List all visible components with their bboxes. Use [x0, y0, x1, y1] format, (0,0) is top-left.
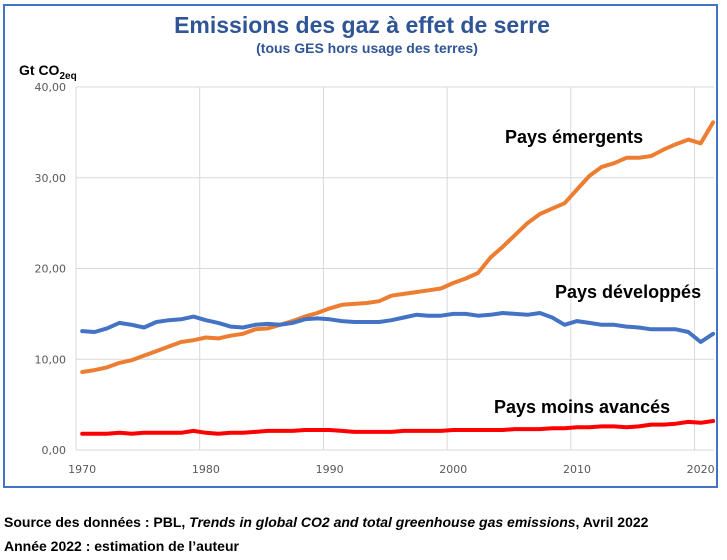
x-tick-label: 2000 [439, 463, 467, 476]
series-line-pays-emergents [80, 120, 716, 374]
gridlines [75, 86, 714, 451]
label-pays-developpes: Pays développés [555, 282, 701, 302]
chart-frame [3, 4, 718, 488]
label-pays-emergents: Pays émergents [505, 127, 643, 147]
y-tick-label: 30,00 [35, 172, 67, 185]
series-line-pays-developpes [80, 311, 716, 344]
chart-subtitle: (tous GES hors usage des terres) [256, 40, 478, 56]
y-axis-label-subscript: 2eq [59, 71, 76, 82]
y-tick-label: 40,00 [35, 81, 67, 94]
y-axis-label: Gt CO2eq [19, 62, 77, 82]
x-tick-label: 2020 [687, 463, 715, 476]
footer-source-title: Trends in global CO2 and total greenhous… [189, 514, 576, 530]
y-tick-label: 20,00 [35, 263, 67, 276]
footer-estimate-note: Année 2022 : estimation de l’auteur [4, 538, 239, 554]
footer-source-prefix: Source des données : PBL, [4, 514, 190, 530]
y-axis-ticks: 0,00 10,00 20,00 30,00 40,00 [35, 81, 67, 457]
series-lines [80, 120, 716, 436]
emissions-line-chart: Emissions des gaz à effet de serre (tous… [19, 12, 716, 476]
series-line-pays-moins-avances [80, 419, 716, 436]
x-tick-label: 2010 [563, 463, 591, 476]
y-tick-label: 0,00 [42, 444, 67, 457]
y-axis-label-main: Gt CO [19, 62, 60, 78]
y-tick-label: 10,00 [35, 353, 67, 366]
x-tick-label: 1980 [192, 463, 220, 476]
x-axis-ticks: 1970 1980 1990 2000 2010 2020 [68, 463, 715, 476]
x-tick-label: 1970 [68, 463, 96, 476]
label-pays-moins-avances: Pays moins avancés [494, 397, 670, 417]
footer-source: Source des données : PBL, Trends in glob… [4, 514, 648, 530]
x-tick-label: 1990 [316, 463, 344, 476]
footer-source-suffix: , Avril 2022 [575, 514, 649, 530]
chart-title: Emissions des gaz à effet de serre [174, 12, 550, 38]
